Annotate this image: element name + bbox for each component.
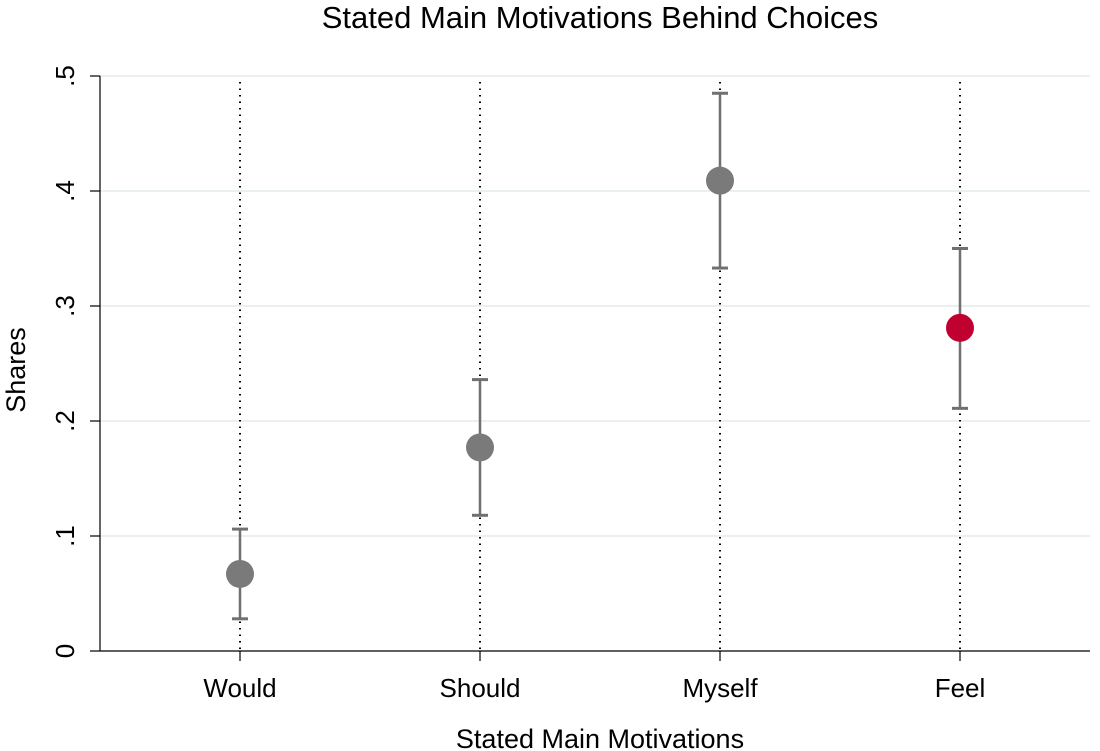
data-point (466, 433, 494, 462)
x-tick-label: Feel (935, 673, 986, 703)
y-tick-label: .5 (50, 65, 80, 87)
y-tick-label: .1 (50, 525, 80, 547)
y-tick-label: .3 (50, 295, 80, 317)
y-axis-label: Shares (1, 327, 31, 413)
y-tick-label: .2 (50, 410, 80, 432)
x-tick-label: Should (440, 673, 521, 703)
confidence-intervals (232, 91, 968, 621)
data-point (706, 166, 734, 195)
y-ticks: 0 .1 .2 .3 .4 .5 (50, 65, 100, 658)
x-axis-label: Stated Main Motivations (456, 724, 744, 751)
category-guide-lines (239, 82, 961, 651)
data-point (226, 559, 254, 588)
x-tick-label: Myself (682, 673, 758, 703)
x-ticks: Would Should Myself Feel (203, 651, 985, 703)
data-point (946, 313, 974, 342)
y-tick-label: .4 (50, 180, 80, 202)
axes (99, 76, 1090, 652)
chart-title: Stated Main Motivations Behind Choices (322, 0, 879, 35)
grid (100, 75, 1090, 537)
data-points (226, 166, 974, 588)
x-tick-label: Would (203, 673, 276, 703)
y-tick-label: 0 (50, 644, 80, 658)
